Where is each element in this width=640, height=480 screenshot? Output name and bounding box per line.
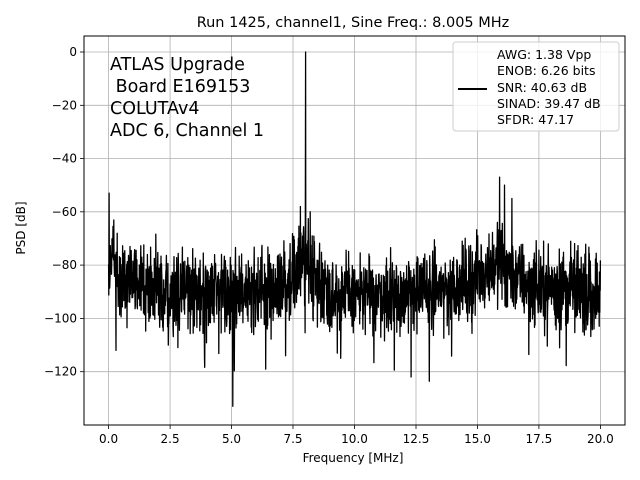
plot-area [107,51,602,407]
legend-snr: SNR: 40.63 dB [497,80,587,95]
x-tick-label: 12.5 [403,432,430,446]
plot-frame [83,35,626,426]
x-axis-label: Frequency [MHz] [303,451,404,465]
annotation-line-3: COLUTAv4 [110,99,199,119]
y-tick-label: −60 [52,205,77,219]
y-ticks: 0 −20 −40 −60 −80 −100 −120 [44,45,84,379]
annotation-line-1: ATLAS Upgrade [110,55,245,75]
legend: AWG: 1.38 Vpp ENOB: 6.26 bits SNR: 40.63… [452,41,620,132]
x-ticks: 0.0 2.5 5.0 7.5 10.0 12.5 15.0 17.5 20.0 [99,425,614,446]
x-tick-label: 5.0 [222,432,241,446]
legend-awg: AWG: 1.38 Vpp [497,47,591,62]
y-axis-label: PSD [dB] [14,201,28,254]
x-tick-label: 2.5 [161,432,180,446]
x-tick-label: 17.5 [526,432,553,446]
legend-frame [452,41,620,132]
legend-sinad: SINAD: 39.47 dB [497,96,601,111]
x-tick-label: 7.5 [283,432,302,446]
x-tick-label: 10.0 [341,432,368,446]
y-tick-label: −40 [52,152,77,166]
chart-title: Run 1425, channel1, Sine Freq.: 8.005 MH… [197,15,510,31]
y-tick-label: 0 [69,45,77,59]
x-tick-label: 15.0 [464,432,491,446]
psd-series-line [107,51,602,407]
y-tick-label: −80 [52,258,77,272]
x-tick-label: 0.0 [99,432,118,446]
y-tick-label: −100 [44,311,77,325]
x-tick-label: 20.0 [587,432,614,446]
board-annotation: ATLAS Upgrade Board E169153 COLUTAv4 ADC… [110,55,264,141]
annotation-line-2: Board E169153 [110,77,250,97]
y-tick-label: −20 [52,98,77,112]
y-tick-label: −120 [44,365,77,379]
annotation-line-4: ADC 6, Channel 1 [110,121,264,141]
legend-sfdr: SFDR: 47.17 [497,112,574,127]
legend-enob: ENOB: 6.26 bits [497,63,595,78]
